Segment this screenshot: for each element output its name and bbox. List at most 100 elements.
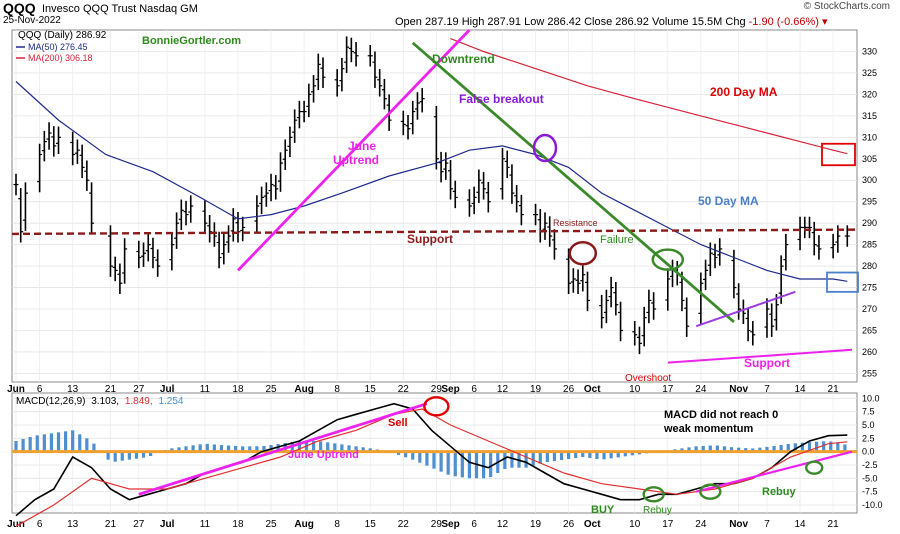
x-axis: Jun Jun 6 6 13 13 21 21 27 27 Jul Jul 11 11 18 18 25 25 Au… [7, 384, 839, 530]
buy-circle [642, 486, 665, 503]
histogram-bar [106, 451, 110, 460]
x-tick-label: 19 [530, 519, 542, 530]
histogram-bar [439, 451, 443, 472]
x-tick-label: 17 [662, 384, 674, 395]
legend-macd-v3: 1.254 [158, 396, 183, 407]
macd-tick-label: -2.5 [862, 460, 878, 470]
histogram-bar [184, 446, 188, 452]
histogram-bar [326, 442, 330, 452]
histogram-bar [467, 451, 472, 479]
x-tick-label: 7 [764, 384, 770, 395]
ohlc-readout: Open 287.19 High 287.91 Low 286.42 Close… [395, 15, 828, 28]
histogram-bar [822, 441, 826, 452]
histogram-bar [814, 441, 819, 452]
chg-value: -1.90 (-0.66%) [748, 16, 819, 28]
x-tick-label: 25 [265, 384, 277, 395]
x-tick-label: 13 [67, 519, 79, 530]
x-tick-label: 8 [334, 519, 340, 530]
macd-tick-label: -5.0 [862, 473, 878, 483]
rebuy-circle-2 [805, 460, 824, 475]
histogram-bar [241, 446, 245, 452]
label-overshoot: Overshoot [625, 373, 671, 384]
copyright: © StockCharts.com [803, 1, 890, 12]
ticker-symbol: QQQ [3, 0, 36, 16]
histogram-bar [460, 451, 464, 478]
histogram-bar [226, 445, 231, 452]
high-label: High [461, 16, 485, 28]
x-tick-label: 18 [232, 384, 244, 395]
histogram-bar [481, 451, 486, 479]
macd-tick-label: -7.5 [862, 487, 878, 497]
histogram-bar [28, 437, 32, 452]
x-tick-label: 6 [37, 519, 43, 530]
histogram-bar [149, 451, 153, 456]
chart-date: 25-Nov-2022 [3, 15, 61, 26]
low-label: Low [524, 16, 545, 28]
histogram-bar [361, 447, 365, 452]
histogram-bar [581, 451, 585, 457]
x-tick-label: 15 [365, 519, 377, 530]
histogram-bar [255, 446, 259, 452]
histogram-bar [368, 448, 372, 452]
x-tick-label: 14 [794, 519, 806, 530]
price-tick-label: 330 [862, 46, 877, 56]
histogram-bar [765, 446, 769, 452]
histogram-bar [772, 446, 776, 452]
support-break-circle [568, 240, 598, 266]
ma50-line [15, 81, 848, 282]
histogram-bar [729, 447, 734, 452]
macd-tick-label: 10.0 [862, 393, 880, 403]
label-support-low: Support [744, 356, 790, 370]
macd-tick-label: 0.0 [862, 447, 875, 457]
histogram-bar [56, 432, 61, 452]
price-tick-label: 305 [862, 154, 877, 164]
open-value: 287.19 [424, 16, 459, 28]
label-rebuy-1: Rebuy [643, 505, 672, 516]
watermark: BonnieGortler.com [142, 35, 241, 47]
price-tick-label: 260 [862, 347, 877, 357]
x-tick-label: Aug [294, 384, 313, 395]
x-tick-label: 21 [105, 519, 117, 530]
price-axis: 255 260 265 270 275 280 285 290 295 300 305 310 315 3… [862, 46, 877, 378]
x-tick-label: Jul [160, 519, 175, 530]
label-false-breakout: False breakout [459, 92, 544, 106]
close-value: 286.92 [615, 16, 649, 28]
histogram-bar [744, 448, 748, 452]
x-tick-label: 6 [471, 384, 477, 395]
price-tick-label: 290 [862, 218, 877, 228]
histogram-bar [71, 430, 75, 452]
histogram-bar [807, 442, 812, 452]
legend-macd-v2: 1.849, [125, 396, 153, 407]
macd-tick-label: -10.0 [862, 500, 883, 510]
histogram-bar [212, 444, 216, 452]
histogram-bar [219, 445, 224, 452]
histogram-bar [418, 451, 422, 463]
label-failure: Failure [600, 234, 634, 246]
x-tick-label: 26 [563, 519, 575, 530]
legend-macd: MACD(12,26,9) 3.103, 1.849, 1.254 [16, 396, 184, 407]
close-label: Close [584, 16, 613, 28]
histogram-bar [538, 451, 542, 464]
histogram-bar [347, 445, 351, 452]
x-tick-label: 24 [695, 519, 707, 530]
label-downtrend: Downtrend [432, 52, 495, 66]
annotation-shapes [11, 29, 859, 503]
histogram-bar [21, 439, 25, 452]
histogram-bar [574, 451, 578, 458]
x-tick-label: 21 [828, 384, 840, 395]
histogram-bar [177, 447, 181, 452]
price-tick-label: 300 [862, 175, 877, 185]
histogram-bar [404, 451, 408, 458]
histogram-bar [191, 445, 195, 452]
macd-axis: -10.0 -7.5 -5.0 -2.5 0.0 2.5 5.0 7.5 10.0 [862, 393, 883, 510]
support-resistance-line [11, 228, 858, 236]
histogram-bar [354, 446, 358, 452]
volume-label: Volume [651, 16, 689, 28]
macd-tick-label: 5.0 [862, 420, 875, 430]
histogram-bar [531, 451, 535, 466]
rebound-line [695, 290, 796, 328]
x-tick-label: Aug [294, 519, 313, 530]
label-50-day-ma: 50 Day MA [698, 194, 759, 208]
x-tick-label: 22 [398, 384, 410, 395]
